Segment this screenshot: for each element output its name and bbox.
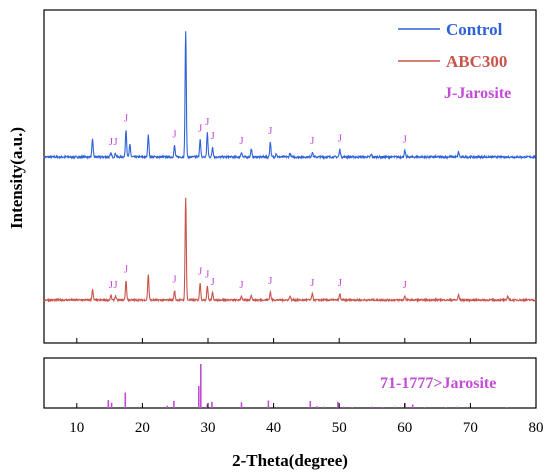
legend-label-abc300: ABC300 [446, 52, 507, 71]
jarosite-marker-1-0: J [109, 279, 114, 291]
jarosite-marker-1-7: J [239, 279, 244, 291]
legend: Control ABC300 J-Jarosite [398, 20, 511, 102]
jarosite-marker-0-8: J [268, 125, 273, 137]
jarosite-marker-0-2: J [124, 112, 129, 124]
x-axis-label: 2-Theta(degree) [232, 451, 348, 470]
jarosite-marker-1-4: J [198, 266, 203, 278]
jarosite-marker-0-6: J [210, 130, 215, 142]
x-tick-label: 80 [529, 420, 544, 436]
x-tick-label: 10 [69, 420, 84, 436]
jarosite-marker-0-11: J [403, 134, 408, 146]
abc300-series-line [43, 197, 537, 303]
jarosite-marker-0-5: J [205, 116, 210, 128]
jarosite-marker-0-9: J [310, 135, 315, 147]
reference-title: 71-1777>Jarosite [380, 375, 496, 392]
jarosite-marker-1-3: J [172, 274, 177, 286]
control-series-line [43, 31, 537, 161]
y-axis-label: Intensity(a.u.) [7, 127, 26, 229]
jarosite-marker-0-3: J [172, 129, 177, 141]
jarosite-marker-0-1: J [113, 136, 118, 148]
main-plot-frame [43, 9, 537, 344]
x-tick-label: 30 [201, 420, 216, 436]
jarosite-marker-0-0: J [109, 136, 114, 148]
x-tick-label: 20 [135, 420, 150, 436]
legend-note-jarosite: J-Jarosite [444, 85, 511, 102]
x-tick-label: 60 [397, 420, 412, 436]
jarosite-marker-0-4: J [198, 122, 203, 134]
jarosite-marker-1-1: J [113, 279, 118, 291]
jarosite-marker-1-6: J [210, 276, 215, 288]
jarosite-marker-1-2: J [124, 263, 129, 275]
jarosite-marker-1-10: J [338, 277, 343, 289]
jarosite-marker-1-8: J [268, 275, 273, 287]
jarosite-marker-0-7: J [239, 135, 244, 147]
jarosite-marker-0-10: J [338, 132, 343, 144]
legend-label-control: Control [446, 20, 503, 39]
reference-plot-frame [43, 357, 537, 409]
jarosite-marker-1-11: J [403, 279, 408, 291]
x-tick-label: 50 [332, 420, 347, 436]
x-tick-label: 70 [463, 420, 478, 436]
x-axis-ticks: 10 20 30 40 50 60 70 80 [69, 338, 544, 436]
jarosite-marker-1-5: J [205, 269, 210, 281]
jarosite-marker-1-9: J [310, 277, 315, 289]
x-tick-label: 40 [266, 420, 281, 436]
